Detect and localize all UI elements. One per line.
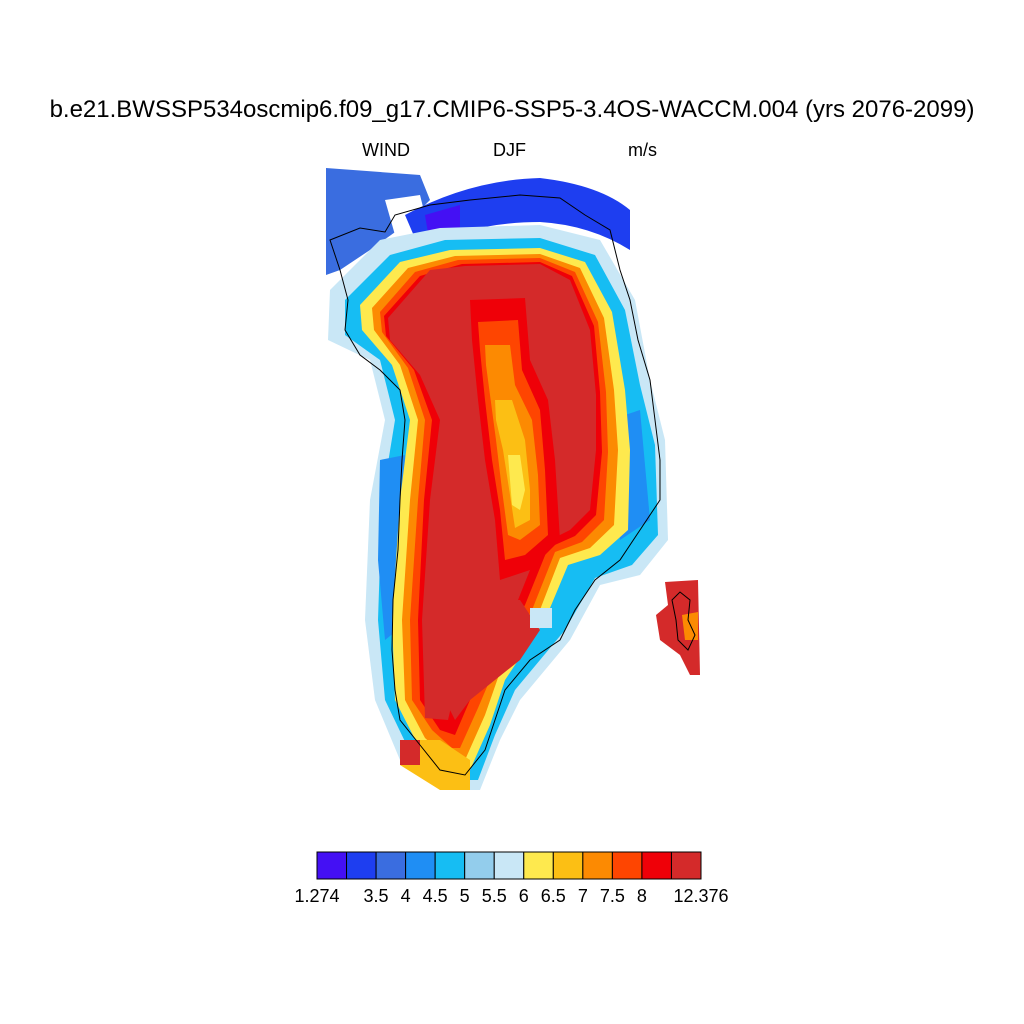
- variable-label: WIND: [362, 140, 410, 160]
- colorbar-swatch: [464, 851, 495, 880]
- colorbar-tick-label: 1.274: [294, 886, 340, 906]
- coastline: [329, 194, 661, 776]
- colorbar-swatch: [346, 851, 377, 880]
- colorbar-swatch: [552, 851, 584, 880]
- south-interior: [445, 600, 540, 720]
- season-label: DJF: [493, 140, 526, 160]
- south-tip-red: [400, 740, 420, 765]
- colorbar-tick-label: 12.376: [673, 886, 729, 906]
- colorbar-tick-label: 7: [577, 886, 588, 906]
- south-light: [530, 608, 552, 628]
- colorbar-swatch: [405, 851, 436, 880]
- colorbar-tick-label: 3.5: [363, 886, 389, 906]
- nw-coast-cells: [326, 168, 430, 275]
- ridge-yellow: [508, 455, 525, 510]
- colorbar-swatch: [316, 851, 348, 880]
- colorbar-tick-label: 6.5: [540, 886, 566, 906]
- colorbar-tick-label: 4.5: [422, 886, 448, 906]
- colorbar-swatch: [375, 851, 407, 880]
- plot-title: b.e21.BWSSP534oscmip6.f09_g17.CMIP6-SSP5…: [49, 96, 975, 123]
- colorbar-swatch: [670, 851, 702, 880]
- island-outline: [671, 591, 696, 651]
- island: [656, 580, 700, 675]
- colorbar-tick-label: 6: [518, 886, 529, 906]
- colorbar-swatch: [434, 851, 466, 880]
- colorbar-swatch: [493, 851, 525, 880]
- colorbar-tick-label: 5.5: [481, 886, 507, 906]
- colorbar-tick-label: 8: [636, 886, 647, 906]
- colorbar-swatch: [611, 851, 643, 880]
- colorbar-tick-label: 7.5: [599, 886, 625, 906]
- units-label: m/s: [628, 140, 657, 160]
- colorbar-tick-label: 5: [459, 886, 470, 906]
- colorbar-tick-label: 4: [400, 886, 411, 906]
- colorbar-swatch: [582, 851, 613, 880]
- colorbar-swatch: [641, 851, 672, 880]
- colorbar-swatch: [523, 851, 554, 880]
